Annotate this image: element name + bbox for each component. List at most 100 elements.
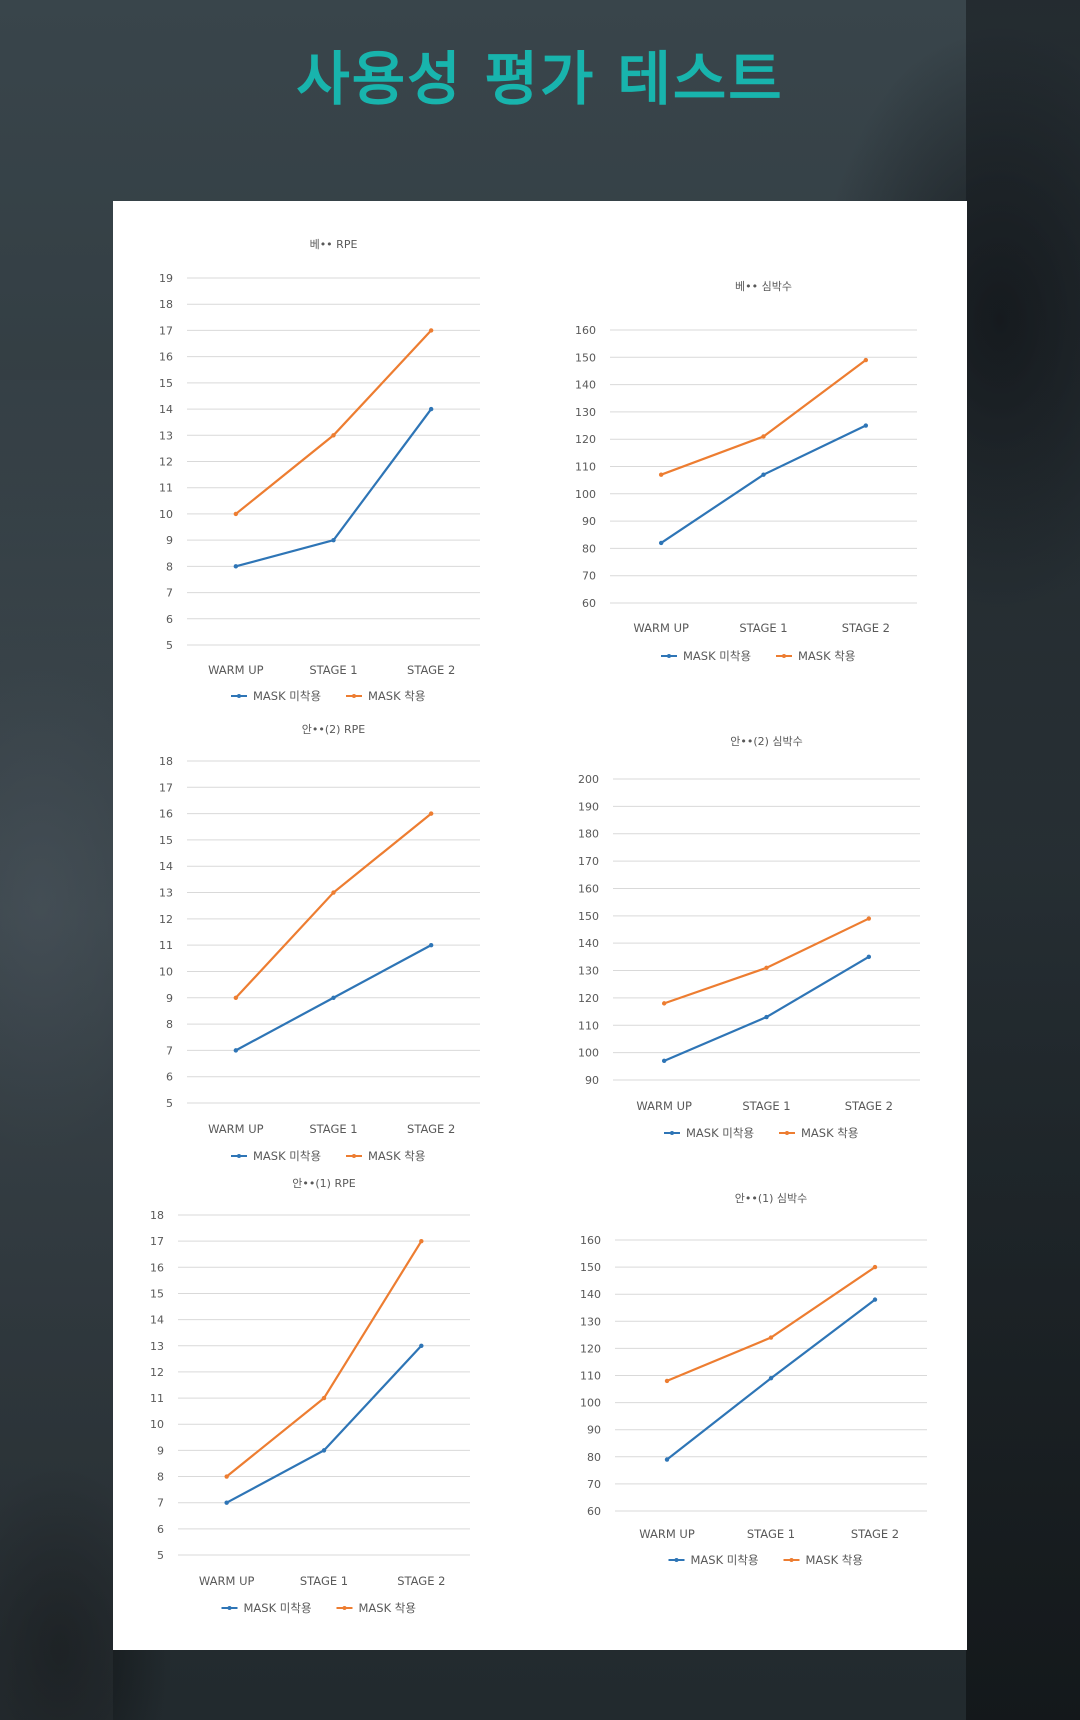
series-line xyxy=(660,359,867,476)
y-tick-label: 80 xyxy=(587,1451,601,1464)
y-tick-label: 110 xyxy=(575,461,596,474)
background-person-right xyxy=(966,0,1080,1720)
legend-label: MASK 미착용 xyxy=(244,1601,312,1615)
legend-marker xyxy=(342,1606,347,1610)
y-tick-label: 8 xyxy=(166,560,173,573)
y-tick-label: 7 xyxy=(166,587,173,600)
data-point xyxy=(331,890,336,895)
y-tick-label: 100 xyxy=(575,488,596,501)
y-tick-label: 6 xyxy=(166,1071,173,1084)
series-line xyxy=(663,917,870,1005)
x-tick-label: STAGE 2 xyxy=(842,621,890,635)
legend-marker xyxy=(782,654,786,658)
chart-title: 베•• 심박수 xyxy=(735,280,792,293)
legend-label: MASK 착용 xyxy=(359,1601,416,1615)
y-tick-label: 11 xyxy=(159,482,173,495)
y-tick-label: 6 xyxy=(166,613,173,626)
legend-marker xyxy=(237,694,241,698)
series-line xyxy=(660,424,867,544)
chart-1: 베•• RPE 5 6 7 8 9 10 11 12 13 14 15 16 17 18 19 WARM UP S… xyxy=(159,238,480,703)
y-tick-label: 18 xyxy=(150,1209,164,1222)
y-tick-label: 10 xyxy=(159,508,173,521)
series-line xyxy=(225,1240,423,1478)
data-point xyxy=(664,1457,670,1462)
y-tick-label: 15 xyxy=(150,1287,164,1300)
y-tick-label: 18 xyxy=(159,298,173,311)
y-tick-label: 9 xyxy=(157,1444,164,1457)
legend-marker xyxy=(352,694,356,698)
y-tick-label: 120 xyxy=(575,433,596,446)
data-point xyxy=(321,1395,327,1401)
legend-marker xyxy=(674,1558,679,1562)
y-tick-label: 9 xyxy=(166,992,173,1005)
background-person-left xyxy=(0,380,113,1720)
y-tick-label: 140 xyxy=(580,1288,601,1301)
x-tick-label: STAGE 2 xyxy=(407,663,455,677)
y-tick-label: 10 xyxy=(159,965,173,978)
data-point xyxy=(331,433,336,438)
y-tick-label: 5 xyxy=(157,1549,164,1562)
legend-marker xyxy=(352,1154,356,1158)
data-point xyxy=(872,1297,878,1302)
x-tick-label: STAGE 1 xyxy=(739,621,787,635)
y-tick-label: 60 xyxy=(582,597,596,610)
data-point xyxy=(419,1343,424,1348)
y-tick-label: 12 xyxy=(150,1366,164,1379)
data-point xyxy=(331,995,336,1000)
legend-marker xyxy=(789,1558,794,1562)
legend-label: MASK 착용 xyxy=(798,649,855,663)
x-tick-label: STAGE 2 xyxy=(845,1099,893,1113)
y-tick-label: 140 xyxy=(578,937,599,950)
data-point xyxy=(428,942,434,948)
legend-marker xyxy=(785,1131,789,1135)
y-tick-label: 180 xyxy=(578,828,599,841)
x-tick-label: WARM UP xyxy=(636,1099,692,1113)
legend-label: MASK 미착용 xyxy=(253,1149,321,1163)
chart-title: 안••(2) 심박수 xyxy=(730,735,803,748)
y-tick-label: 60 xyxy=(587,1505,601,1518)
chart-title: 안••(1) RPE xyxy=(292,1177,355,1190)
y-tick-label: 150 xyxy=(578,910,599,923)
data-point xyxy=(321,1448,327,1453)
data-point xyxy=(331,537,336,543)
data-point xyxy=(661,1058,667,1064)
y-tick-label: 11 xyxy=(150,1392,164,1405)
y-tick-label: 14 xyxy=(150,1314,164,1327)
y-tick-label: 120 xyxy=(580,1342,601,1355)
y-tick-label: 90 xyxy=(585,1074,599,1087)
data-point xyxy=(866,954,872,960)
data-point xyxy=(764,965,769,971)
legend-label: MASK 미착용 xyxy=(253,689,321,703)
legend-label: MASK 착용 xyxy=(368,689,425,703)
legend-marker xyxy=(670,1131,674,1135)
y-tick-label: 70 xyxy=(582,570,596,583)
data-point xyxy=(658,472,664,477)
legend-label: MASK 착용 xyxy=(368,1149,425,1163)
y-tick-label: 130 xyxy=(575,406,596,419)
data-point xyxy=(233,564,239,569)
chart-2: 베•• 심박수 60 70 80 90 100 110 120 130 140 150 160 WARM… xyxy=(575,280,917,663)
data-point xyxy=(224,1500,229,1505)
y-tick-label: 120 xyxy=(578,992,599,1005)
charts-panel xyxy=(113,201,967,1650)
y-tick-label: 14 xyxy=(159,403,173,416)
y-tick-label: 18 xyxy=(159,755,173,768)
y-tick-label: 16 xyxy=(150,1261,164,1274)
chart-5: 안••(1) RPE 5 6 7 8 9 10 11 12 13 14 15 16 17 18 WARM UP… xyxy=(150,1177,470,1615)
chart-6: 안••(1) 심박수 60 70 80 90 100 110 120 130 140 150 160 W… xyxy=(580,1192,927,1567)
y-tick-label: 90 xyxy=(582,515,596,528)
y-tick-label: 11 xyxy=(159,939,173,952)
chart-4: 안••(2) 심박수 90 100 110 120 130 140 150 160 170 180 1… xyxy=(578,735,920,1140)
y-tick-label: 16 xyxy=(159,808,173,821)
y-tick-label: 13 xyxy=(150,1340,164,1353)
y-tick-label: 5 xyxy=(166,1097,173,1110)
chart-title: 안••(2) RPE xyxy=(302,723,365,736)
x-tick-label: WARM UP xyxy=(633,621,689,635)
x-tick-label: STAGE 1 xyxy=(309,663,357,677)
y-tick-label: 13 xyxy=(159,887,173,900)
y-tick-label: 10 xyxy=(150,1418,164,1431)
y-tick-label: 13 xyxy=(159,429,173,442)
y-tick-label: 9 xyxy=(166,534,173,547)
data-point xyxy=(233,511,239,517)
y-tick-label: 15 xyxy=(159,834,173,847)
